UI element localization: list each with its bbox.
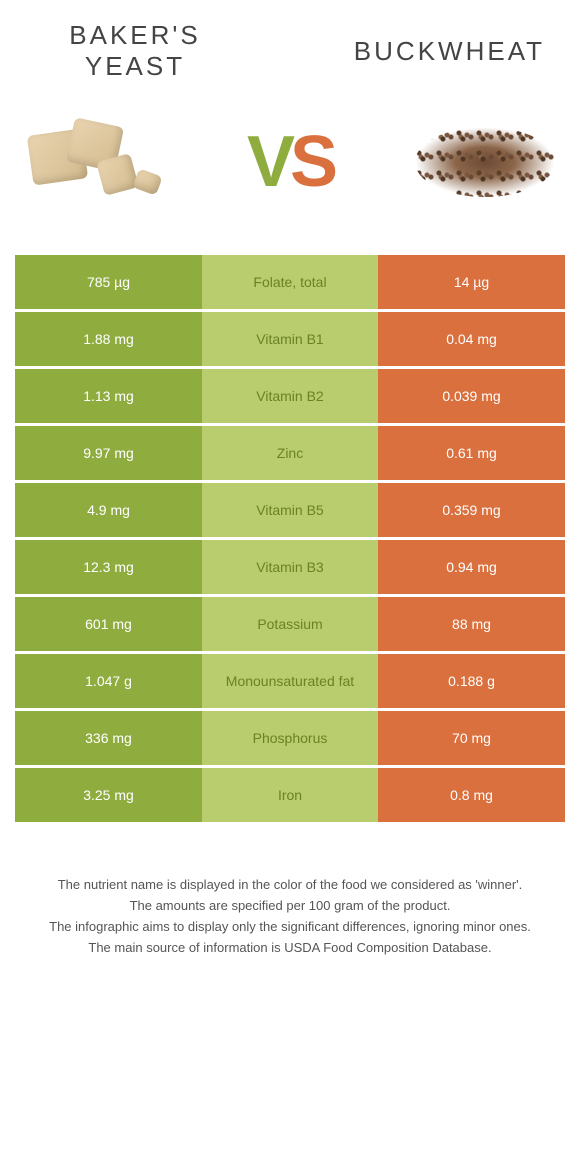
value-right: 14 µg <box>378 255 565 309</box>
value-right: 0.04 mg <box>378 312 565 366</box>
value-left: 12.3 mg <box>15 540 202 594</box>
title-right: BUCKWHEAT <box>345 36 545 67</box>
nutrient-table: 785 µgFolate, total14 µg1.88 mgVitamin B… <box>15 252 565 825</box>
nutrient-name: Vitamin B2 <box>202 369 378 423</box>
value-left: 3.25 mg <box>15 768 202 822</box>
footer-line-4: The main source of information is USDA F… <box>35 938 545 959</box>
value-left: 1.13 mg <box>15 369 202 423</box>
value-left: 601 mg <box>15 597 202 651</box>
value-right: 0.8 mg <box>378 768 565 822</box>
footer-line-2: The amounts are specified per 100 gram o… <box>35 896 545 917</box>
value-left: 1.047 g <box>15 654 202 708</box>
footer-line-1: The nutrient name is displayed in the co… <box>35 875 545 896</box>
nutrient-name: Zinc <box>202 426 378 480</box>
header: BAKER'S YEAST BUCKWHEAT <box>15 20 565 82</box>
table-row: 336 mgPhosphorus70 mg <box>15 711 565 765</box>
nutrient-name: Vitamin B3 <box>202 540 378 594</box>
value-right: 70 mg <box>378 711 565 765</box>
vs-s: S <box>290 122 333 202</box>
value-left: 336 mg <box>15 711 202 765</box>
footer-notes: The nutrient name is displayed in the co… <box>15 875 565 958</box>
value-left: 9.97 mg <box>15 426 202 480</box>
vs-label: VS <box>247 121 333 203</box>
yeast-image <box>20 112 170 212</box>
table-row: 12.3 mgVitamin B30.94 mg <box>15 540 565 594</box>
nutrient-name: Iron <box>202 768 378 822</box>
infographic-container: BAKER'S YEAST BUCKWHEAT VS 785 µgFolate,… <box>0 0 580 979</box>
value-right: 88 mg <box>378 597 565 651</box>
table-row: 9.97 mgZinc0.61 mg <box>15 426 565 480</box>
nutrient-name: Phosphorus <box>202 711 378 765</box>
value-right: 0.94 mg <box>378 540 565 594</box>
nutrient-name: Monounsaturated fat <box>202 654 378 708</box>
table-row: 1.88 mgVitamin B10.04 mg <box>15 312 565 366</box>
table-row: 601 mgPotassium88 mg <box>15 597 565 651</box>
table-row: 4.9 mgVitamin B50.359 mg <box>15 483 565 537</box>
value-left: 4.9 mg <box>15 483 202 537</box>
nutrient-name: Vitamin B5 <box>202 483 378 537</box>
value-right: 0.359 mg <box>378 483 565 537</box>
value-right: 0.61 mg <box>378 426 565 480</box>
table-row: 1.13 mgVitamin B20.039 mg <box>15 369 565 423</box>
table-row: 3.25 mgIron0.8 mg <box>15 768 565 822</box>
table-row: 1.047 gMonounsaturated fat0.188 g <box>15 654 565 708</box>
nutrient-name: Potassium <box>202 597 378 651</box>
vs-v: V <box>247 122 290 202</box>
nutrient-name: Vitamin B1 <box>202 312 378 366</box>
title-left: BAKER'S YEAST <box>35 20 235 82</box>
value-right: 0.188 g <box>378 654 565 708</box>
vs-row: VS <box>15 112 565 212</box>
value-left: 785 µg <box>15 255 202 309</box>
value-left: 1.88 mg <box>15 312 202 366</box>
table-row: 785 µgFolate, total14 µg <box>15 255 565 309</box>
value-right: 0.039 mg <box>378 369 565 423</box>
buckwheat-image <box>410 112 560 212</box>
nutrient-name: Folate, total <box>202 255 378 309</box>
footer-line-3: The infographic aims to display only the… <box>35 917 545 938</box>
